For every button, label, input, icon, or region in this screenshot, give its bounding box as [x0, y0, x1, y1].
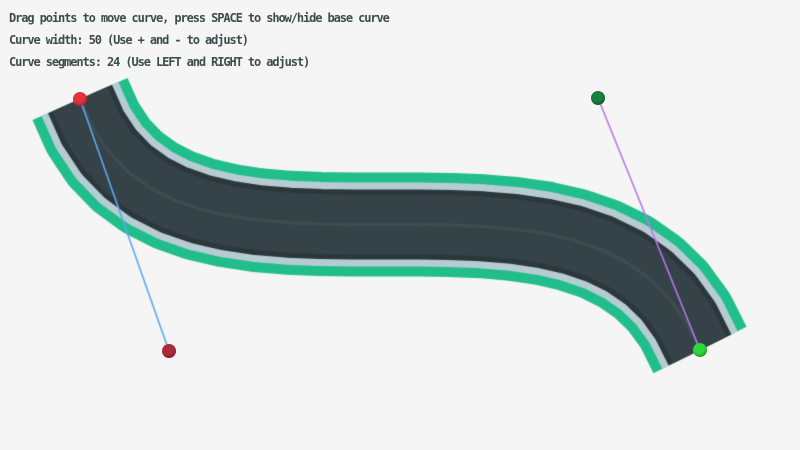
point-start-control[interactable]	[162, 344, 176, 358]
point-end-anchor[interactable]	[693, 343, 707, 357]
point-start-anchor[interactable]	[73, 92, 87, 106]
point-end-control[interactable]	[591, 91, 605, 105]
